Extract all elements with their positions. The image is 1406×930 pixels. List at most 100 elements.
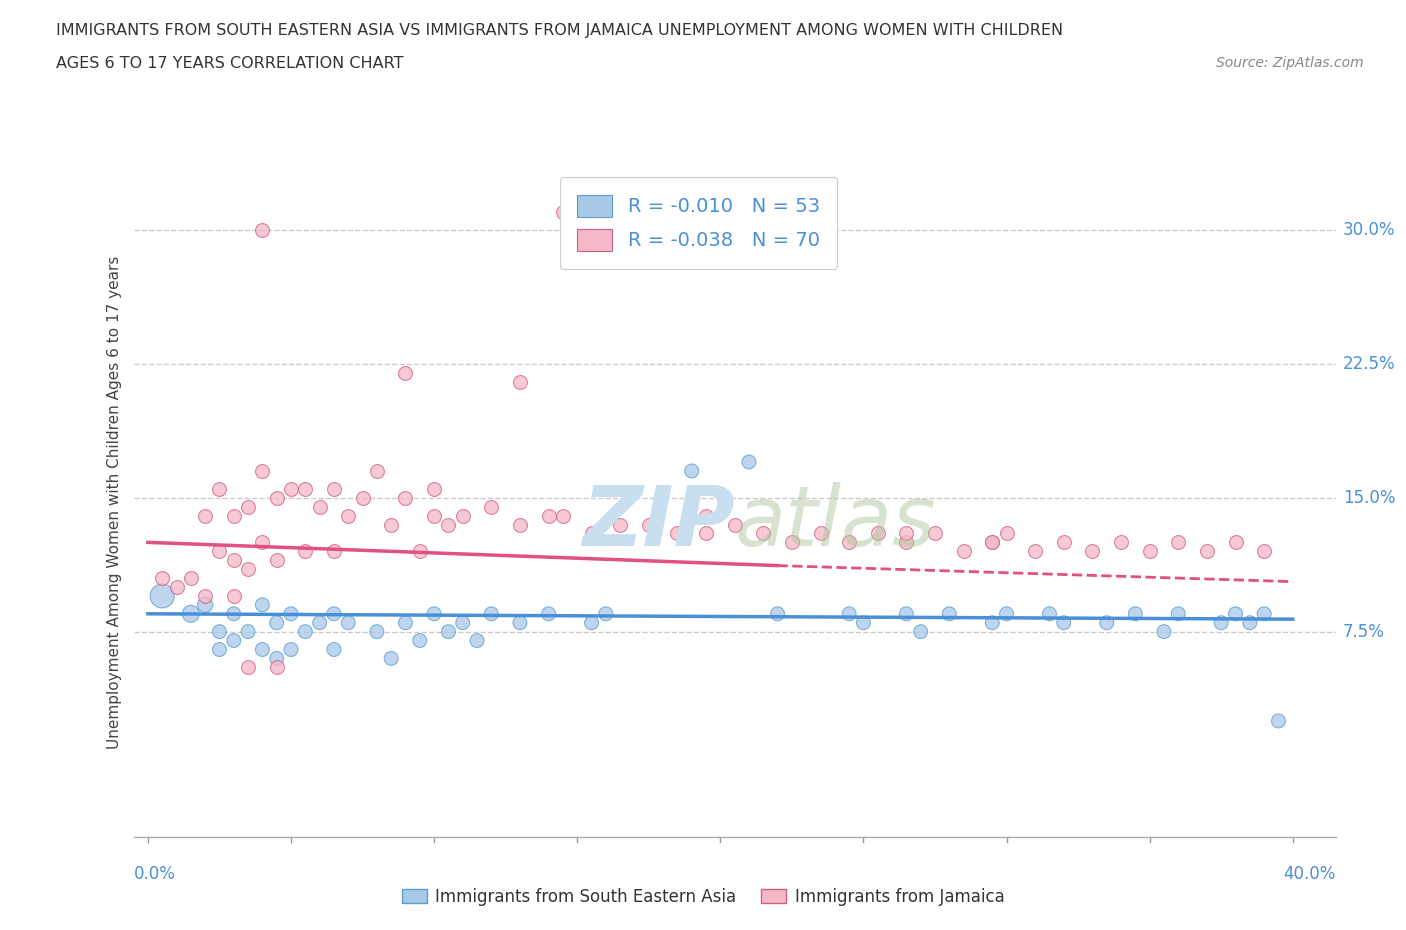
- Point: [1153, 624, 1175, 639]
- Point: [308, 499, 330, 514]
- Point: [1139, 544, 1161, 559]
- Point: [738, 455, 761, 470]
- Y-axis label: Unemployment Among Women with Children Ages 6 to 17 years: Unemployment Among Women with Children A…: [107, 256, 122, 749]
- Point: [266, 651, 288, 666]
- Point: [1211, 616, 1233, 631]
- Point: [194, 597, 217, 612]
- Point: [294, 544, 316, 559]
- Point: [896, 526, 918, 541]
- Point: [222, 589, 245, 604]
- Point: [1053, 535, 1076, 550]
- Point: [981, 535, 1004, 550]
- Point: [252, 535, 274, 550]
- Text: 22.5%: 22.5%: [1343, 355, 1395, 373]
- Point: [208, 482, 231, 497]
- Point: [236, 562, 259, 577]
- Point: [1109, 535, 1132, 550]
- Point: [666, 526, 689, 541]
- Point: [437, 517, 460, 532]
- Point: [581, 526, 603, 541]
- Point: [380, 517, 402, 532]
- Point: [1167, 606, 1189, 621]
- Point: [252, 642, 274, 657]
- Point: [952, 544, 974, 559]
- Point: [150, 589, 173, 604]
- Point: [409, 633, 432, 648]
- Text: AGES 6 TO 17 YEARS CORRELATION CHART: AGES 6 TO 17 YEARS CORRELATION CHART: [56, 56, 404, 71]
- Point: [280, 482, 302, 497]
- Point: [1239, 616, 1261, 631]
- Point: [479, 499, 502, 514]
- Point: [681, 463, 703, 478]
- Point: [266, 660, 288, 675]
- Point: [1225, 535, 1247, 550]
- Point: [323, 606, 346, 621]
- Text: 0.0%: 0.0%: [134, 865, 176, 883]
- Point: [981, 616, 1004, 631]
- Point: [423, 606, 446, 621]
- Point: [509, 374, 531, 389]
- Point: [1024, 544, 1046, 559]
- Point: [394, 616, 416, 631]
- Point: [695, 508, 717, 523]
- Point: [150, 571, 173, 586]
- Point: [394, 490, 416, 505]
- Point: [409, 544, 432, 559]
- Point: [208, 642, 231, 657]
- Point: [366, 624, 388, 639]
- Text: atlas: atlas: [734, 482, 936, 563]
- Point: [637, 517, 659, 532]
- Point: [752, 526, 775, 541]
- Point: [208, 624, 231, 639]
- Point: [451, 616, 474, 631]
- Point: [337, 508, 360, 523]
- Text: 7.5%: 7.5%: [1343, 623, 1385, 641]
- Point: [294, 624, 316, 639]
- Point: [280, 642, 302, 657]
- Point: [551, 508, 574, 523]
- Point: [537, 606, 560, 621]
- Text: Source: ZipAtlas.com: Source: ZipAtlas.com: [1216, 56, 1364, 70]
- Point: [838, 606, 860, 621]
- Text: 40.0%: 40.0%: [1284, 865, 1336, 883]
- Point: [981, 535, 1004, 550]
- Point: [280, 606, 302, 621]
- Point: [509, 517, 531, 532]
- Point: [366, 463, 388, 478]
- Point: [1123, 606, 1146, 621]
- Legend: Immigrants from South Eastern Asia, Immigrants from Jamaica: Immigrants from South Eastern Asia, Immi…: [395, 881, 1011, 912]
- Point: [266, 552, 288, 567]
- Point: [581, 616, 603, 631]
- Text: 30.0%: 30.0%: [1343, 221, 1395, 239]
- Point: [236, 499, 259, 514]
- Point: [1253, 544, 1275, 559]
- Point: [236, 624, 259, 639]
- Point: [352, 490, 374, 505]
- Point: [166, 579, 188, 594]
- Point: [896, 535, 918, 550]
- Point: [380, 651, 402, 666]
- Point: [896, 606, 918, 621]
- Point: [180, 571, 202, 586]
- Point: [838, 535, 860, 550]
- Point: [222, 552, 245, 567]
- Point: [866, 526, 889, 541]
- Point: [423, 482, 446, 497]
- Point: [252, 597, 274, 612]
- Point: [252, 463, 274, 478]
- Point: [1253, 606, 1275, 621]
- Point: [1038, 606, 1060, 621]
- Point: [394, 365, 416, 380]
- Point: [308, 616, 330, 631]
- Point: [1095, 616, 1118, 631]
- Point: [1167, 535, 1189, 550]
- Point: [222, 508, 245, 523]
- Point: [995, 526, 1018, 541]
- Text: IMMIGRANTS FROM SOUTH EASTERN ASIA VS IMMIGRANTS FROM JAMAICA UNEMPLOYMENT AMONG: IMMIGRANTS FROM SOUTH EASTERN ASIA VS IM…: [56, 23, 1063, 38]
- Point: [910, 624, 932, 639]
- Point: [595, 606, 617, 621]
- Point: [938, 606, 960, 621]
- Point: [509, 616, 531, 631]
- Point: [924, 526, 946, 541]
- Point: [451, 508, 474, 523]
